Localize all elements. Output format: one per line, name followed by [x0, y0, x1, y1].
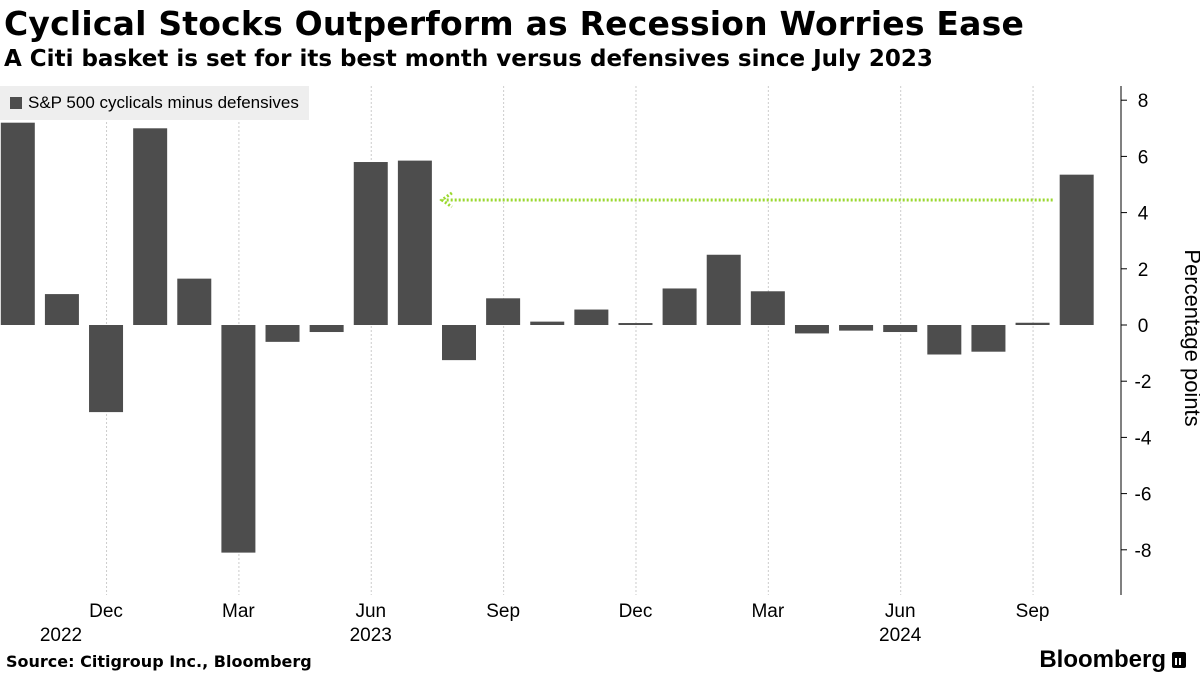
annotation-arrow-head [439, 191, 453, 209]
bloomberg-chart-icon [1172, 652, 1186, 668]
x-tick-label: Sep [1016, 601, 1050, 622]
bar-2023-03 [221, 325, 256, 553]
y-tick-label: -2 [1135, 372, 1152, 393]
bloomberg-logo: Bloomberg [1039, 646, 1186, 674]
x-year-label: 2024 [879, 625, 922, 646]
x-year-label: 2023 [350, 625, 392, 646]
y-tick-label: 2 [1138, 260, 1149, 281]
bar-2023-09 [486, 298, 521, 325]
bar-2023-02 [177, 278, 212, 325]
bar-2023-01 [133, 128, 168, 325]
y-tick-label: -8 [1135, 541, 1152, 562]
bar-2024-10 [1059, 174, 1094, 325]
bar-2024-07 [927, 325, 962, 355]
y-tick-label: 6 [1138, 147, 1149, 168]
y-tick-label: 8 [1138, 91, 1149, 112]
x-tick-label: Dec [619, 601, 653, 622]
bar-2024-08 [971, 325, 1006, 352]
y-tick-label: -4 [1135, 428, 1152, 449]
x-tick-label: Mar [751, 601, 784, 622]
chart-title: Cyclical Stocks Outperform as Recession … [4, 4, 1025, 43]
bar-2024-05 [839, 325, 874, 331]
source-note: Source: Citigroup Inc., Bloomberg [6, 652, 312, 671]
bar-2023-11 [574, 309, 609, 325]
brand-text: Bloomberg [1039, 646, 1166, 673]
legend-swatch [10, 97, 22, 109]
bar-2024-01 [662, 288, 697, 325]
x-tick-label: Mar [222, 601, 255, 622]
bar-2023-05 [309, 325, 344, 333]
bar-2023-12 [618, 323, 653, 325]
bar-2023-04 [265, 325, 300, 342]
x-tick-label: Dec [89, 601, 123, 622]
legend-label: S&P 500 cyclicals minus defensives [28, 93, 299, 112]
y-tick-label: -6 [1135, 485, 1152, 506]
bar-2023-07 [397, 160, 432, 325]
bar-2024-09 [1015, 322, 1050, 325]
bar-2022-12 [89, 325, 124, 413]
bar-2024-03 [750, 291, 785, 325]
x-tick-label: Sep [486, 601, 520, 622]
bar-2023-10 [530, 321, 565, 325]
x-tick-label: Jun [355, 601, 386, 622]
y-tick-label: 4 [1138, 204, 1149, 225]
bar-2023-06 [353, 162, 388, 325]
bar-2024-02 [706, 254, 741, 325]
bar-2023-08 [442, 325, 476, 361]
x-tick-label: Jun [885, 601, 916, 622]
bar-2022-10 [0, 122, 35, 326]
bar-2024-06 [883, 325, 918, 333]
legend: S&P 500 cyclicals minus defensives [0, 86, 309, 120]
bar-2022-11 [44, 294, 79, 325]
chart-subtitle: A Citi basket is set for its best month … [4, 46, 933, 72]
x-year-label: 2022 [40, 625, 82, 646]
y-tick-label: 0 [1138, 316, 1149, 337]
bar-2024-04 [794, 325, 829, 334]
y-axis-title: Percentage points [1180, 249, 1200, 426]
